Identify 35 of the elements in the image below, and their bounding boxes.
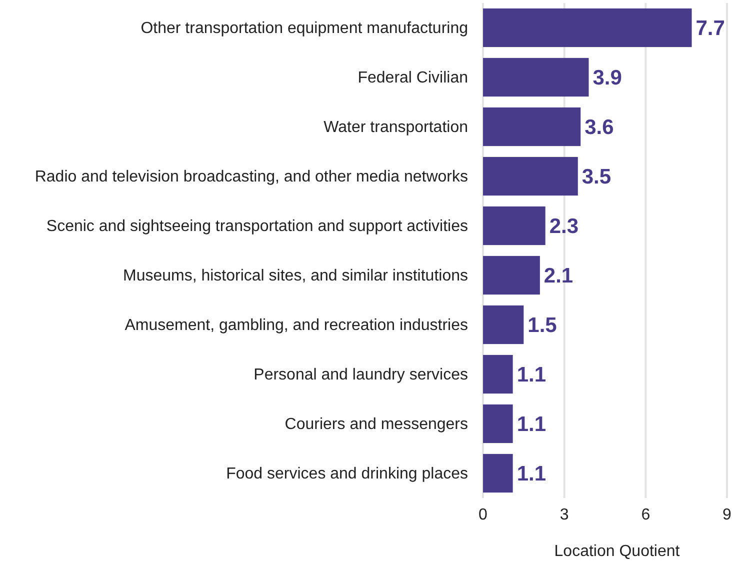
y-tick-label: Federal Civilian <box>358 69 468 86</box>
y-tick-label: Couriers and messengers <box>284 416 468 433</box>
bar <box>483 8 692 48</box>
x-tick-label: 3 <box>560 506 569 524</box>
data-label: 1.5 <box>528 314 558 338</box>
x-tick-label: 0 <box>478 506 488 524</box>
data-label: 7.7 <box>696 17 725 40</box>
data-label: 2.3 <box>549 215 579 238</box>
y-tick-label: Food services and drinking places <box>226 465 468 482</box>
bar <box>483 454 513 493</box>
bar <box>483 107 581 146</box>
y-tick-label: Museums, historical sites, and similar institutions <box>122 267 468 284</box>
bar <box>483 156 578 196</box>
bar <box>483 305 524 344</box>
x-tick-label: 6 <box>641 506 650 524</box>
data-label: 3.5 <box>582 166 612 189</box>
data-label: 1.1 <box>516 462 546 486</box>
y-tick-label: Amusement, gambling, and recreation industries <box>124 316 468 334</box>
data-label: 3.6 <box>584 116 614 140</box>
bar <box>483 404 513 444</box>
bar <box>483 206 546 246</box>
y-tick-label: Scenic and sightseeing transportation and support activities <box>46 218 468 235</box>
data-label: 1.1 <box>516 413 546 436</box>
x-axis-title: Location Quotient <box>554 543 680 560</box>
data-label: 3.9 <box>592 66 622 90</box>
y-tick-label: Water transportation <box>324 118 468 136</box>
x-tick-label: 9 <box>722 506 732 524</box>
bar <box>483 58 589 97</box>
y-tick-label: Personal and laundry services <box>254 366 468 384</box>
bar <box>483 354 513 394</box>
bar <box>483 256 540 295</box>
y-tick-label: Other transportation equipment manufacturing <box>140 20 468 37</box>
data-label: 1.1 <box>516 364 546 387</box>
y-tick-label: Radio and television broadcasting, and other media networks <box>34 168 468 186</box>
data-label: 2.1 <box>544 264 574 288</box>
